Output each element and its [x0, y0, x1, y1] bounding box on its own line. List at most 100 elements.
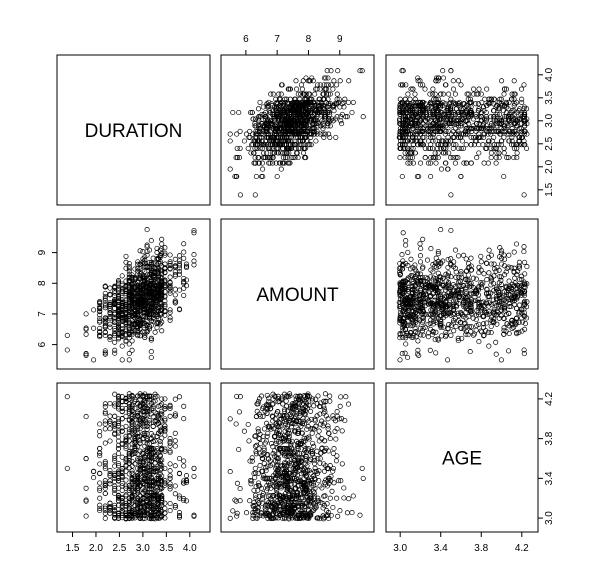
data-point [486, 247, 492, 253]
data-point [167, 461, 173, 467]
data-point [402, 128, 408, 134]
data-point [498, 357, 504, 363]
data-point [325, 75, 331, 81]
data-point [142, 334, 148, 341]
data-point [450, 155, 456, 161]
data-point [448, 96, 454, 102]
data-point [148, 281, 154, 287]
data-point [245, 145, 251, 151]
data-point [97, 315, 103, 322]
data-point [154, 245, 160, 252]
data-point [506, 118, 513, 124]
data-point [64, 394, 70, 400]
data-point [115, 296, 122, 302]
data-point [486, 138, 492, 144]
data-point [102, 315, 108, 321]
data-point [132, 266, 138, 272]
data-point [486, 270, 492, 276]
data-point [83, 513, 89, 519]
data-point [123, 259, 129, 265]
data-point [102, 490, 108, 497]
data-point [308, 142, 314, 148]
data-point [408, 86, 414, 92]
data-point [440, 99, 446, 105]
data-point [350, 99, 356, 105]
data-point [308, 96, 314, 102]
data-point [421, 134, 427, 140]
data-point [167, 307, 173, 313]
data-point [321, 104, 327, 110]
data-point [282, 99, 288, 105]
data-point [462, 128, 468, 134]
data-point [273, 108, 279, 114]
data-point [325, 123, 331, 129]
data-point [250, 116, 256, 122]
data-point [519, 96, 525, 102]
data-point [257, 126, 263, 132]
data-point [234, 131, 240, 137]
data-point [135, 316, 141, 322]
data-point [415, 128, 421, 134]
data-point [115, 308, 122, 314]
data-point [438, 145, 444, 151]
data-point [316, 96, 322, 102]
data-point [481, 121, 487, 127]
data-point [154, 289, 160, 295]
data-point [314, 131, 320, 137]
data-point [302, 145, 308, 151]
data-point [97, 318, 103, 324]
data-point [497, 96, 503, 102]
data-point [287, 86, 293, 92]
data-point [302, 109, 308, 116]
data-point [259, 134, 265, 140]
data-point [256, 155, 262, 161]
data-point [301, 91, 307, 97]
data-point [471, 86, 477, 92]
data-point [123, 319, 129, 325]
data-point [452, 160, 458, 166]
data-point [255, 106, 262, 112]
data-point [157, 285, 163, 291]
data-point [432, 128, 438, 134]
data-point [135, 292, 141, 299]
data-point [293, 134, 299, 140]
panel-frame [220, 218, 375, 370]
data-point [135, 265, 141, 271]
data-point [129, 275, 135, 281]
data-point [433, 96, 439, 102]
data-point [181, 280, 187, 287]
data-point [107, 468, 113, 474]
data-point [191, 252, 197, 258]
data-point [399, 82, 405, 88]
data-point [521, 249, 527, 255]
data-point [405, 131, 412, 137]
data-point [112, 350, 118, 356]
data-point [435, 101, 441, 107]
data-point [433, 138, 439, 144]
data-point [327, 91, 333, 97]
data-point [262, 155, 268, 161]
data-point [518, 126, 524, 132]
data-point [227, 131, 233, 137]
data-point [516, 302, 523, 308]
data-point [137, 333, 143, 339]
data-point [107, 334, 113, 340]
data-point [313, 138, 319, 144]
data-point [123, 265, 129, 271]
panel-amount-vs-duration [56, 218, 211, 370]
data-point [112, 298, 118, 304]
data-point [191, 230, 197, 236]
data-point [486, 308, 492, 315]
data-point [181, 249, 187, 255]
data-point [102, 418, 108, 424]
data-point [107, 314, 113, 320]
data-point [102, 322, 108, 329]
data-point [172, 300, 178, 306]
data-point [491, 114, 497, 120]
data-point [488, 131, 494, 137]
data-point [126, 312, 132, 318]
data-point [102, 426, 108, 432]
data-point [500, 108, 507, 114]
data-point [266, 160, 272, 166]
data-point [402, 138, 408, 144]
